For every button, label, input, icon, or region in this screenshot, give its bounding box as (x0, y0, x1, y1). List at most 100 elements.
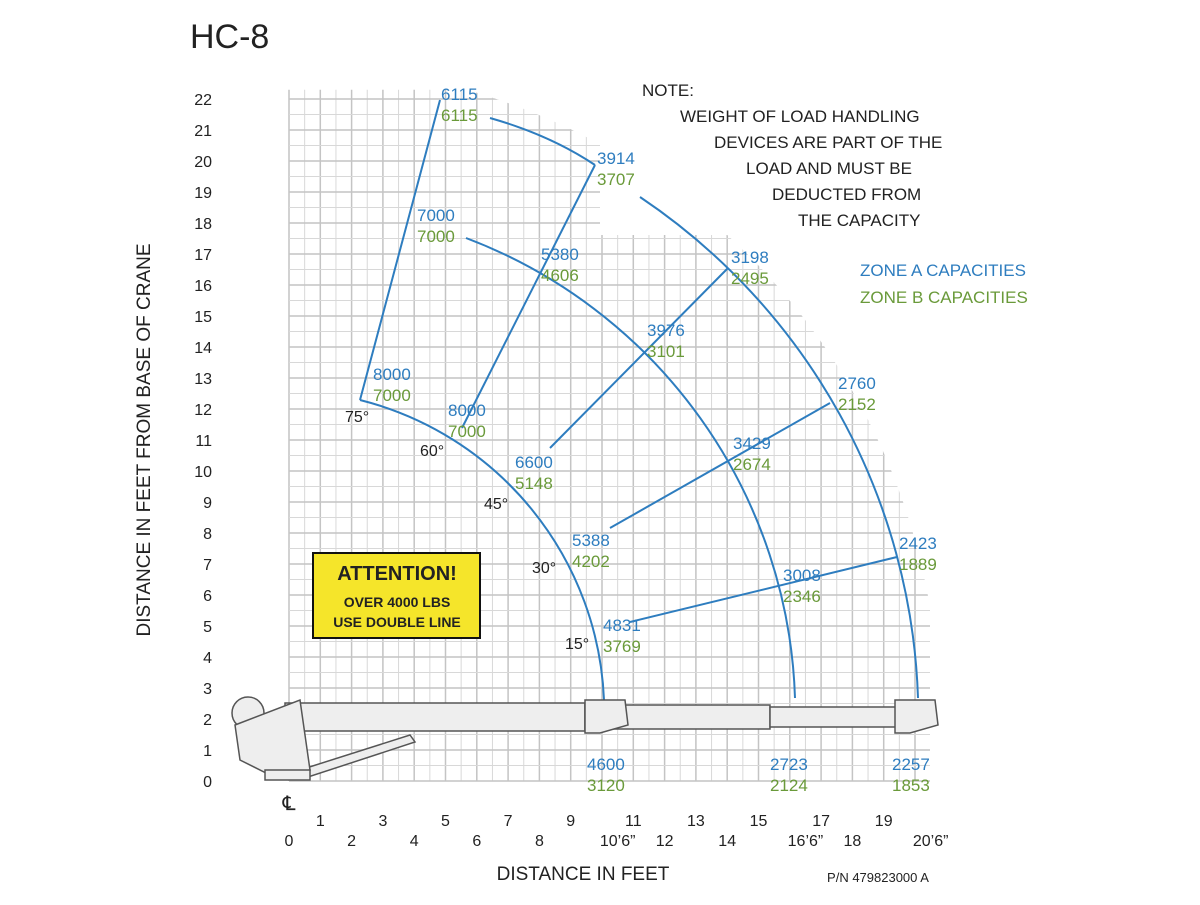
y-tick-label: 20 (194, 154, 212, 171)
zone-b-capacity: 2346 (783, 587, 821, 606)
x-tick-label: 17 (812, 813, 830, 830)
boom-line (489, 117, 596, 166)
y-tick-label: 21 (194, 123, 212, 140)
y-tick-label: 3 (203, 681, 212, 698)
y-tick-label: 14 (194, 340, 212, 357)
zone-b-capacity: 3120 (587, 776, 625, 795)
x-tick-label: 12 (656, 833, 674, 850)
note-line: WEIGHT OF LOAD HANDLING (680, 107, 920, 126)
note-line: LOAD AND MUST BE (746, 159, 912, 178)
y-tick-label: 13 (194, 371, 212, 388)
angle-label: 45° (484, 496, 508, 513)
zone-a-capacity: 3914 (597, 149, 635, 168)
zone-b-capacity: 3707 (597, 170, 635, 189)
x-tick-label: 9 (566, 813, 575, 830)
title: HC-8 (190, 18, 269, 56)
arc (359, 399, 605, 701)
angle-label: 30° (532, 560, 556, 577)
zone-a-capacity: 2423 (899, 534, 937, 553)
zone-b-capacity: 7000 (448, 422, 486, 441)
part-number: P/N 479823000 A (827, 870, 929, 885)
x-tick-label: 7 (504, 813, 513, 830)
y-tick-label: 1 (203, 743, 212, 760)
zone-b-capacity: 2674 (733, 455, 771, 474)
y-tick-label: 8 (203, 526, 212, 543)
crane (231, 696, 939, 781)
zone-b-capacity: 2495 (731, 269, 769, 288)
x-tick-label: 18 (844, 833, 862, 850)
zone-b-capacity: 1889 (899, 555, 937, 574)
note-line: THE CAPACITY (798, 211, 920, 230)
x-tick-label: 8 (535, 833, 544, 850)
zone-a-capacity: 4600 (587, 755, 625, 774)
x-tick-label: 15 (750, 813, 768, 830)
x-tick-label: 6 (472, 833, 481, 850)
zone-a-capacity: 3198 (731, 248, 769, 267)
base-plate (264, 769, 311, 781)
centerline: ℄ (282, 793, 296, 815)
attention-box (312, 552, 481, 639)
zone-a-capacity: 2723 (770, 755, 808, 774)
attention-text: USE DOUBLE LINE (333, 614, 461, 630)
zone-b-capacity: 3769 (603, 637, 641, 656)
zone-a-capacity: 3976 (647, 321, 685, 340)
zone-a-capacity: 6115 (441, 85, 478, 104)
boom-line (629, 556, 898, 623)
y-tick-label: 7 (203, 557, 212, 574)
x-tick-label: 4 (410, 833, 419, 850)
y-tick-label: 4 (203, 650, 212, 667)
angle-label: 60° (420, 443, 444, 460)
boom-line (549, 267, 729, 449)
zone-a-capacity: 2257 (892, 755, 930, 774)
zone-a-capacity: 8000 (373, 365, 411, 384)
note-line: DEDUCTED FROM (772, 185, 921, 204)
note-line: DEVICES ARE PART OF THE (714, 133, 942, 152)
x-tick-label: 13 (687, 813, 705, 830)
zone-a-capacity: 6600 (515, 453, 553, 472)
x-tick-label: 10’6” (600, 833, 636, 850)
attention-text: OVER 4000 LBS (344, 594, 451, 610)
note-line: NOTE: (642, 81, 694, 100)
zone-a-capacity: 5380 (541, 245, 579, 264)
curves (359, 99, 919, 701)
boom-section (769, 706, 911, 728)
legend-zone-b: ZONE B CAPACITIES (860, 288, 1028, 307)
x-tick-label: 3 (378, 813, 387, 830)
boom-section (284, 702, 586, 732)
x-tick-label: 16’6” (788, 833, 824, 850)
y-tick-label: 2 (203, 712, 212, 729)
angle-label: 75° (345, 409, 369, 426)
zone-b-capacity: 7000 (373, 386, 411, 405)
x-tick-label: 1 (316, 813, 325, 830)
y-tick-label: 0 (203, 774, 212, 791)
zone-a-capacity: 3008 (783, 566, 821, 585)
y-tick-label: 16 (194, 278, 212, 295)
y-tick-label: 11 (195, 433, 212, 450)
x-tick-label: 11 (625, 813, 642, 830)
attention-title: ATTENTION! (337, 563, 457, 585)
y-tick-label: 22 (194, 92, 212, 109)
zone-a-capacity: 8000 (448, 401, 486, 420)
y-tick-label: 6 (203, 588, 212, 605)
x-tick-label: 14 (718, 833, 736, 850)
x-tick-label: 20’6” (913, 833, 949, 850)
zone-a-capacity: 7000 (417, 206, 455, 225)
zone-a-capacity: 3429 (733, 434, 771, 453)
zone-b-capacity: 3101 (647, 342, 685, 361)
arc (639, 196, 919, 699)
x-tick-label: 2 (347, 833, 356, 850)
zone-a-capacity: 2760 (838, 374, 876, 393)
y-tick-label: 10 (194, 464, 212, 481)
boom-tip (584, 699, 629, 734)
arc (465, 237, 796, 699)
y-tick-label: 9 (203, 495, 212, 512)
angle-label: 15° (565, 636, 589, 653)
boom-line (359, 99, 441, 401)
zone-b-capacity: 5148 (515, 474, 553, 493)
zone-b-capacity: 7000 (417, 227, 455, 246)
zone-a-capacity: 5388 (572, 531, 610, 550)
y-axis-label: DISTANCE IN FEET FROM BASE OF CRANE (134, 243, 155, 636)
boom-line (609, 402, 831, 529)
zone-a-capacity: 4831 (603, 616, 641, 635)
cylinder (298, 734, 417, 779)
